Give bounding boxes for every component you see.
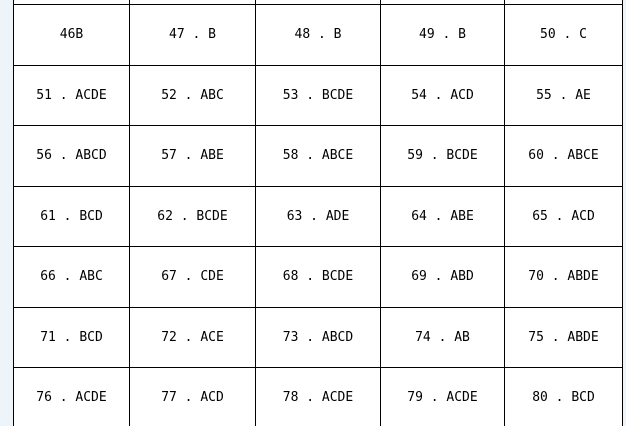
answer-cell: 78 . ACDE [255, 367, 381, 426]
answer-cell: 61 . BCD [13, 185, 130, 247]
answer-cell: 75 . ABDE [504, 306, 623, 368]
answer-cell: 48 . B [255, 4, 381, 66]
answer-cell: 65 . ACD [504, 185, 623, 247]
answer-cell: 52 . ABC [129, 64, 256, 126]
answer-cell: 76 . ACDE [13, 367, 130, 426]
answer-cell: 69 . ABD [380, 246, 505, 308]
answer-cell: 50 . C [504, 4, 623, 66]
answer-cell: 79 . ACDE [380, 367, 505, 426]
answer-cell: 54 . ACD [380, 64, 505, 126]
table-row: 76 . ACDE 77 . ACD 78 . ACDE 79 . ACDE 80 . … [13, 367, 623, 426]
answer-cell: 58 . ABCE [255, 125, 381, 187]
answer-cell: 47 . B [129, 4, 256, 66]
answer-cell: 80 . BCD [504, 367, 623, 426]
cutoff-row-above [13, 0, 623, 5]
answer-cell: 72 . ACE [129, 306, 256, 368]
answer-table: 46B 47 . B 48 . B 49 . B 50 . C 51 . ACDE 52 .… [13, 0, 623, 426]
answer-cell: 56 . ABCD [13, 125, 130, 187]
answer-cell: 49 . B [380, 4, 505, 66]
answer-cell: 73 . ABCD [255, 306, 381, 368]
table-row: 66 . ABC 67 . CDE 68 . BCDE 69 . ABD 70 . AB… [13, 246, 623, 308]
cutoff-cell [504, 0, 623, 5]
table-row: 46B 47 . B 48 . B 49 . B 50 . C [13, 4, 623, 66]
table-row: 56 . ABCD 57 . ABE 58 . ABCE 59 . BCDE 60 . … [13, 125, 623, 187]
answer-cell: 62 . BCDE [129, 185, 256, 247]
answer-cell: 70 . ABDE [504, 246, 623, 308]
answer-cell: 51 . ACDE [13, 64, 130, 126]
answer-cell: 66 . ABC [13, 246, 130, 308]
answer-cell: 77 . ACD [129, 367, 256, 426]
answer-cell: 60 . ABCE [504, 125, 623, 187]
answer-cell: 74 . AB [380, 306, 505, 368]
answer-cell: 55 . AE [504, 64, 623, 126]
answer-cell: 67 . CDE [129, 246, 256, 308]
table-row: 51 . ACDE 52 . ABC 53 . BCDE 54 . ACD 55 . A… [13, 64, 623, 126]
answer-cell: 59 . BCDE [380, 125, 505, 187]
answer-cell: 64 . ABE [380, 185, 505, 247]
answer-cell: 63 . ADE [255, 185, 381, 247]
answer-cell: 53 . BCDE [255, 64, 381, 126]
answer-table-body: 46B 47 . B 48 . B 49 . B 50 . C 51 . ACDE 52 .… [13, 0, 623, 426]
table-row: 71 . BCD 72 . ACE 73 . ABCD 74 . AB 75 . ABD… [13, 306, 623, 368]
answer-cell: 71 . BCD [13, 306, 130, 368]
table-row: 61 . BCD 62 . BCDE 63 . ADE 64 . ABE 65 . AC… [13, 185, 623, 247]
answer-cell: 57 . ABE [129, 125, 256, 187]
answer-cell: 68 . BCDE [255, 246, 381, 308]
answer-cell: 46B [13, 4, 130, 66]
